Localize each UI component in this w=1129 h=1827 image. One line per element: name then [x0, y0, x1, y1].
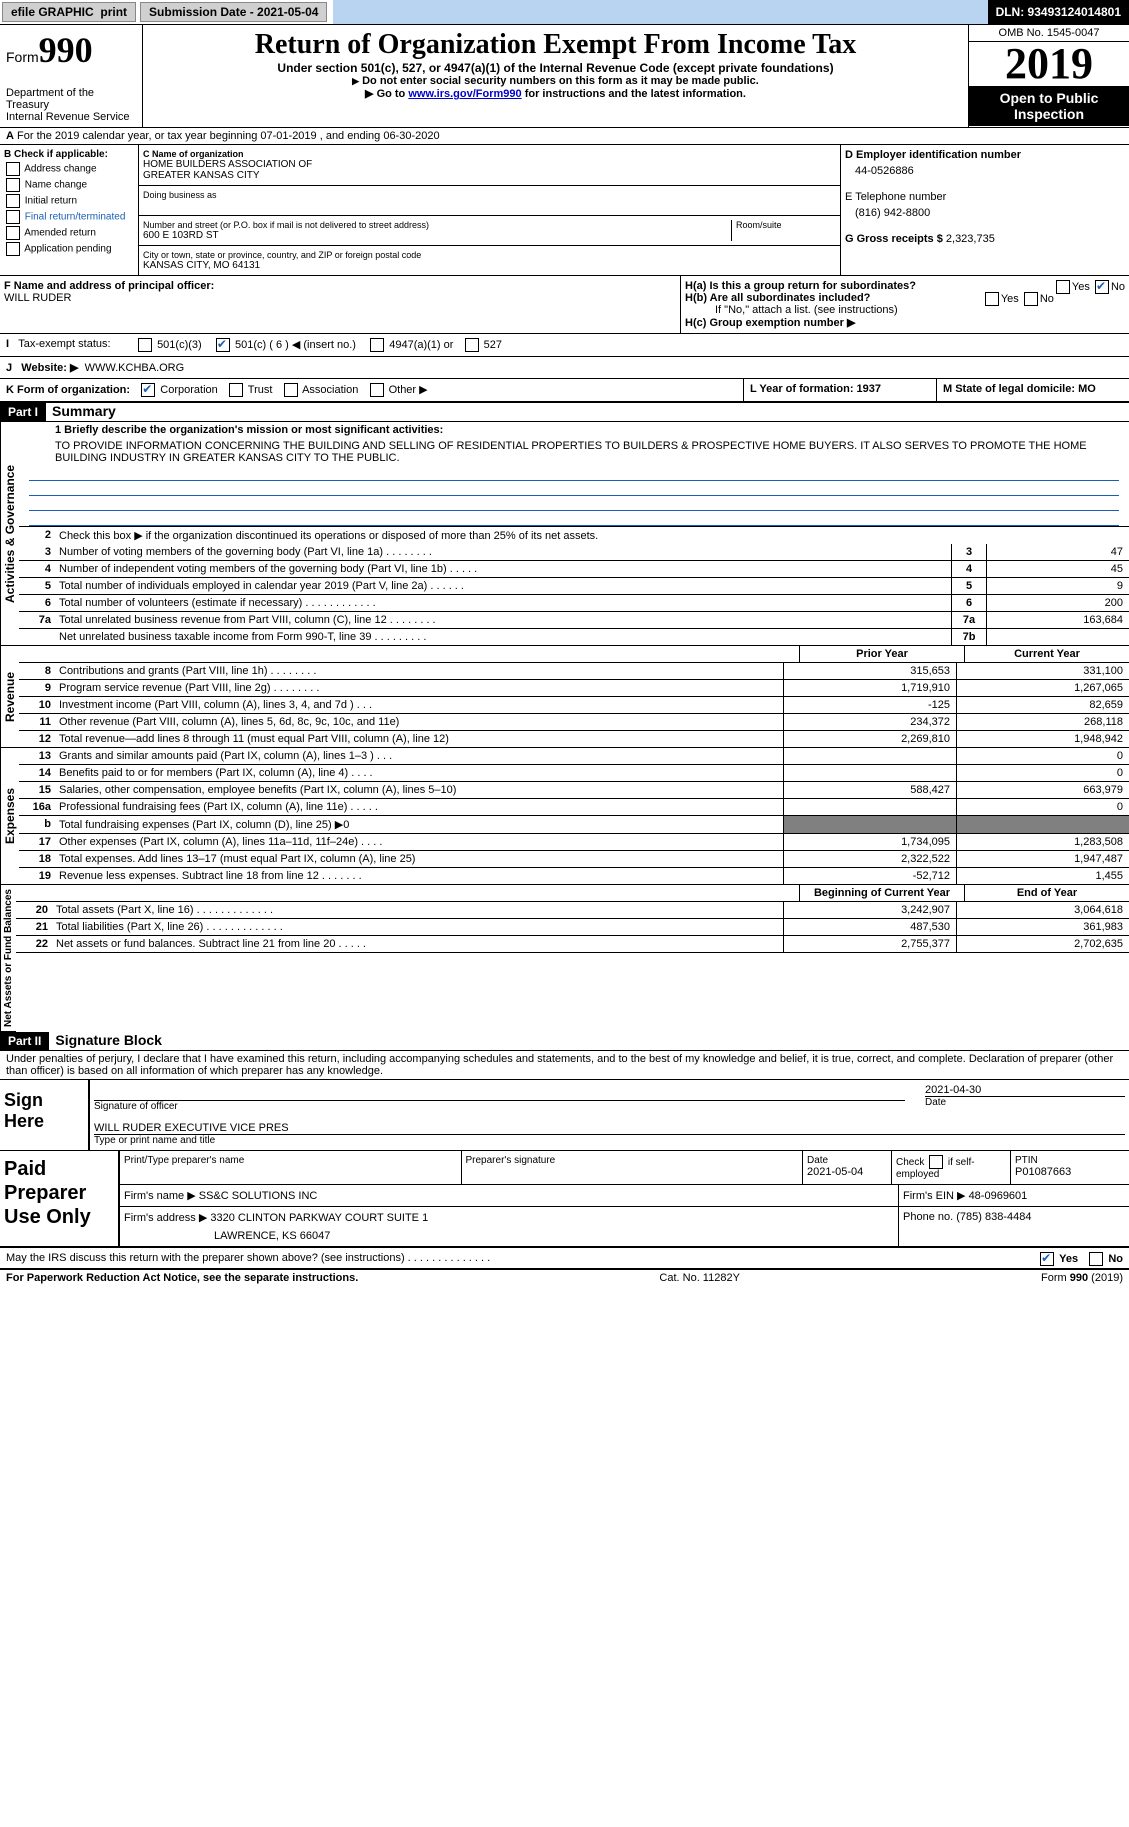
summary-line: 20Total assets (Part X, line 16) . . . .…	[16, 902, 1129, 919]
mission-block: 1 Briefly describe the organization's mi…	[19, 422, 1129, 527]
ein-value: 44-0526886	[845, 161, 1125, 185]
box-d: D Employer identification number44-05268…	[840, 145, 1129, 275]
officer-group-row: F Name and address of principal officer:…	[0, 276, 1129, 334]
page-footer: For Paperwork Reduction Act Notice, see …	[0, 1270, 1129, 1286]
print-link[interactable]: print	[100, 5, 127, 19]
sign-here-block: Sign Here Signature of officer 2021-04-3…	[0, 1079, 1129, 1151]
phone-value: (816) 942-8800	[845, 203, 1125, 227]
mission-text: TO PROVIDE INFORMATION CONCERNING THE BU…	[19, 438, 1129, 466]
state-domicile: M State of legal domicile: MO	[936, 379, 1129, 401]
city-state-zip: KANSAS CITY, MO 64131	[143, 260, 836, 271]
efile-button[interactable]: efile GRAPHIC print	[2, 2, 136, 22]
dln-label: DLN: 93493124014801	[988, 0, 1129, 24]
dept-label: Department of the Treasury Internal Reve…	[6, 71, 136, 123]
summary-line: 9Program service revenue (Part VIII, lin…	[19, 680, 1129, 697]
form-subtitle: Under section 501(c), 527, or 4947(a)(1)…	[147, 61, 964, 75]
website-value: WWW.KCHBA.ORG	[85, 362, 185, 374]
header-title-block: Return of Organization Exempt From Incom…	[143, 25, 968, 127]
year-formation: L Year of formation: 1937	[743, 379, 936, 401]
summary-line: 13Grants and similar amounts paid (Part …	[19, 748, 1129, 765]
firm-address: 3320 CLINTON PARKWAY COURT SUITE 1	[210, 1212, 428, 1224]
form-title: Return of Organization Exempt From Incom…	[147, 29, 964, 61]
summary-line: 5Total number of individuals employed in…	[19, 578, 1129, 595]
org-name: HOME BUILDERS ASSOCIATION OF GREATER KAN…	[143, 159, 836, 181]
discuss-row: May the IRS discuss this return with the…	[0, 1248, 1129, 1270]
summary-line: 11Other revenue (Part VIII, column (A), …	[19, 714, 1129, 731]
firm-name: SS&C SOLUTIONS INC	[199, 1190, 318, 1202]
sidebar-expenses: Expenses	[0, 748, 19, 885]
box-b: B Check if applicable: Address change Na…	[0, 145, 139, 275]
summary-line: 17Other expenses (Part IX, column (A), l…	[19, 834, 1129, 851]
summary-line: 16aProfessional fundraising fees (Part I…	[19, 799, 1129, 816]
summary-line: 14Benefits paid to or for members (Part …	[19, 765, 1129, 782]
penalties-statement: Under penalties of perjury, I declare th…	[0, 1051, 1129, 1079]
gross-receipts: 2,323,735	[946, 233, 995, 245]
row-k: K Form of organization: Corporation Trus…	[0, 379, 1129, 403]
row-j: J Website: ▶ WWW.KCHBA.ORG	[0, 357, 1129, 379]
firm-phone: (785) 838-4484	[956, 1211, 1031, 1223]
row-i: I Tax-exempt status: 501(c)(3) 501(c) ( …	[0, 334, 1129, 357]
row-a-tax-year: A For the 2019 calendar year, or tax yea…	[0, 128, 1129, 145]
tax-year: 2019	[969, 42, 1129, 86]
submission-date-button[interactable]: Submission Date - 2021-05-04	[140, 2, 327, 22]
form-number-box: Form990 Department of the Treasury Inter…	[0, 25, 143, 127]
summary-line: 22Net assets or fund balances. Subtract …	[16, 936, 1129, 953]
summary-line: bTotal fundraising expenses (Part IX, co…	[19, 816, 1129, 834]
open-to-public: Open to Public Inspection	[969, 86, 1129, 126]
sidebar-revenue: Revenue	[0, 646, 19, 748]
summary-line: 12Total revenue—add lines 8 through 11 (…	[19, 731, 1129, 748]
main-info-block: B Check if applicable: Address change Na…	[0, 145, 1129, 276]
summary-line: 7aTotal unrelated business revenue from …	[19, 612, 1129, 629]
header-right: OMB No. 1545-0047 2019 Open to Public In…	[968, 25, 1129, 127]
summary-line: 15Salaries, other compensation, employee…	[19, 782, 1129, 799]
summary-line: 18Total expenses. Add lines 13–17 (must …	[19, 851, 1129, 868]
irs-link[interactable]: www.irs.gov/Form990	[408, 88, 521, 100]
part-ii-header: Part IISignature Block	[0, 1032, 1129, 1051]
topbar-mid	[333, 0, 987, 24]
summary-line: 19Revenue less expenses. Subtract line 1…	[19, 868, 1129, 885]
summary-line: 21Total liabilities (Part X, line 26) . …	[16, 919, 1129, 936]
summary-line: Net unrelated business taxable income fr…	[19, 629, 1129, 646]
summary-line: 3Number of voting members of the governi…	[19, 544, 1129, 561]
part-i-header: Part ISummary	[0, 403, 1129, 422]
top-bar: efile GRAPHIC print Submission Date - 20…	[0, 0, 1129, 25]
street-address: 600 E 103RD ST	[143, 230, 731, 241]
form-header: Form990 Department of the Treasury Inter…	[0, 25, 1129, 128]
summary-line: 10Investment income (Part VIII, column (…	[19, 697, 1129, 714]
summary-line: 4Number of independent voting members of…	[19, 561, 1129, 578]
sidebar-netassets: Net Assets or Fund Balances	[0, 885, 16, 1032]
summary-line: 6Total number of volunteers (estimate if…	[19, 595, 1129, 612]
box-c: C Name of organization HOME BUILDERS ASS…	[139, 145, 840, 275]
sig-date: 2021-04-30	[925, 1084, 1125, 1096]
summary-line: 8Contributions and grants (Part VIII, li…	[19, 663, 1129, 680]
paid-preparer-block: Paid Preparer Use Only Print/Type prepar…	[0, 1151, 1129, 1248]
sidebar-governance: Activities & Governance	[0, 422, 19, 646]
ssn-note: Do not enter social security numbers on …	[147, 75, 964, 87]
officer-name-title: WILL RUDER EXECUTIVE VICE PRES	[94, 1122, 1125, 1134]
officer-name: WILL RUDER	[4, 292, 676, 304]
goto-note: ▶ Go to www.irs.gov/Form990 for instruct…	[147, 87, 964, 100]
firm-ein: 48-0969601	[969, 1190, 1028, 1202]
